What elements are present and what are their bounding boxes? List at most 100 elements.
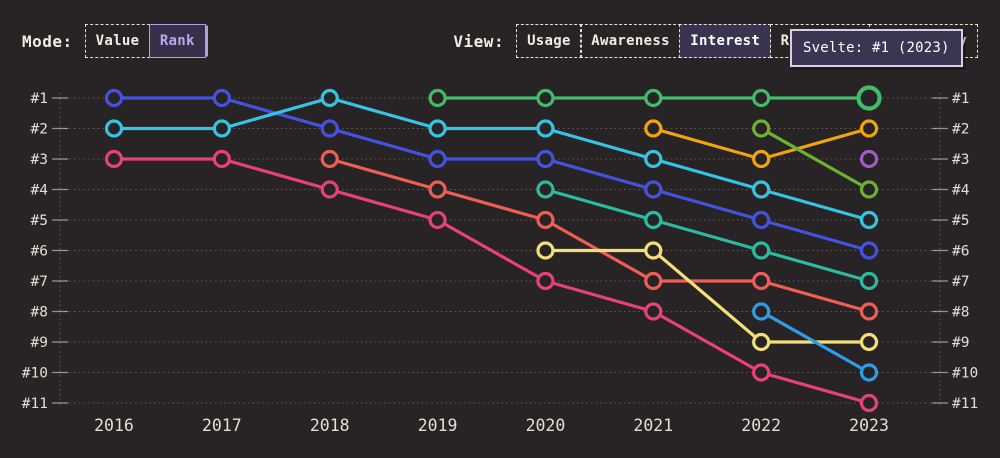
data-point-amber-2021[interactable]: [644, 119, 663, 138]
data-point-salmon-2023[interactable]: [859, 302, 879, 321]
rank-label-left: #1: [31, 91, 48, 107]
year-label: 2021: [633, 416, 673, 435]
rank-label-left: #3: [31, 152, 48, 168]
data-point-olive-2022[interactable]: [752, 119, 771, 138]
data-point-teal-2020[interactable]: [536, 180, 555, 199]
rank-label-left: #8: [31, 305, 48, 321]
data-point-magenta-2021[interactable]: [644, 302, 663, 321]
data-point-amber-2023[interactable]: [859, 119, 879, 138]
rank-label-left: #10: [22, 366, 48, 382]
data-point-royal-blue-2016[interactable]: [104, 88, 124, 108]
series-line-royal-blue: [112, 96, 871, 253]
rank-label-left: #6: [31, 244, 48, 260]
data-point-royal-blue-2018[interactable]: [320, 119, 339, 138]
data-point-magenta-2022[interactable]: [752, 363, 771, 382]
mode-buttons: Value Rank: [84, 24, 206, 58]
series-line-cyan: [112, 96, 871, 222]
data-point-yellow-2023[interactable]: [859, 332, 879, 352]
rank-label-right: #9: [952, 335, 969, 351]
mode-control: Mode: Value Rank: [22, 24, 206, 58]
data-point-svelte-green-2019[interactable]: [428, 88, 447, 108]
view-label: View:: [453, 31, 505, 51]
data-point-cyan-2020[interactable]: [536, 119, 555, 138]
data-point-salmon-2018[interactable]: [320, 149, 339, 169]
series-line-teal: [543, 187, 871, 283]
year-label: 2020: [526, 416, 566, 435]
data-point-cyan-2022[interactable]: [752, 180, 771, 199]
rank-label-right: #5: [952, 213, 969, 229]
mode-label: Mode:: [22, 31, 73, 51]
data-point-royal-blue-2021[interactable]: [644, 180, 663, 199]
data-point-purple-2023[interactable]: [859, 149, 879, 169]
data-point-royal-blue-2020[interactable]: [536, 149, 555, 169]
year-label: 2018: [310, 416, 350, 435]
data-point-royal-blue-2019[interactable]: [428, 149, 447, 169]
series-line-dodger-blue: [759, 309, 871, 375]
data-point-cyan-2017[interactable]: [212, 119, 231, 138]
view-button-interest[interactable]: Interest: [679, 24, 772, 58]
year-label: 2017: [202, 416, 242, 435]
view-button-awareness[interactable]: Awareness: [580, 24, 681, 58]
rank-label-right: #6: [952, 244, 969, 260]
data-point-magenta-2020[interactable]: [536, 271, 555, 291]
data-point-teal-2021[interactable]: [644, 210, 663, 230]
data-point-cyan-2016[interactable]: [104, 119, 124, 138]
data-point-cyan-2018[interactable]: [320, 88, 339, 108]
data-point-magenta-2017[interactable]: [212, 149, 231, 169]
rank-label-right: #3: [952, 152, 969, 168]
series-line-olive: [759, 126, 871, 192]
rank-label-right: #2: [952, 122, 969, 138]
rank-label-left: #9: [31, 335, 48, 351]
rank-label-left: #11: [22, 396, 48, 412]
rank-label-right: #7: [952, 274, 969, 290]
data-point-royal-blue-2022[interactable]: [752, 210, 771, 230]
view-button-usage[interactable]: Usage: [516, 24, 582, 58]
data-point-dodger-blue-2022[interactable]: [752, 302, 771, 321]
data-point-magenta-2023[interactable]: [859, 393, 879, 413]
tooltip: Svelte: #1 (2023): [790, 29, 963, 67]
data-point-yellow-2021[interactable]: [644, 241, 663, 260]
data-point-salmon-2020[interactable]: [536, 210, 555, 230]
data-point-dodger-blue-2023[interactable]: [859, 363, 879, 382]
rank-label-right: #4: [952, 183, 970, 199]
year-label: 2019: [418, 416, 458, 435]
series-line-salmon: [328, 157, 871, 314]
data-point-cyan-2023[interactable]: [859, 210, 879, 230]
data-point-svelte-green-2023[interactable]: [856, 85, 882, 111]
data-point-salmon-2021[interactable]: [644, 271, 663, 291]
rank-label-right: #11: [952, 396, 978, 412]
data-point-yellow-2020[interactable]: [536, 241, 555, 260]
tooltip-text: Svelte: #1 (2023): [803, 40, 950, 56]
year-label: 2016: [94, 416, 134, 435]
data-point-svelte-green-2022[interactable]: [752, 88, 771, 108]
rank-label-right: #8: [952, 305, 969, 321]
rank-label-left: #4: [31, 183, 49, 199]
data-point-royal-blue-2017[interactable]: [212, 88, 231, 108]
mode-button-value[interactable]: Value: [84, 24, 151, 58]
data-point-magenta-2019[interactable]: [428, 210, 447, 230]
data-point-teal-2023[interactable]: [859, 271, 879, 291]
year-label: 2023: [849, 416, 889, 435]
data-point-cyan-2021[interactable]: [644, 149, 663, 169]
data-point-magenta-2018[interactable]: [320, 180, 339, 199]
rank-label-left: #2: [31, 122, 48, 138]
data-point-cyan-2019[interactable]: [428, 119, 447, 138]
data-point-royal-blue-2023[interactable]: [859, 241, 879, 260]
data-point-svelte-green-2020[interactable]: [536, 88, 555, 108]
data-point-olive-2023[interactable]: [859, 180, 879, 199]
data-point-amber-2022[interactable]: [752, 149, 771, 169]
mode-button-rank[interactable]: Rank: [148, 24, 206, 58]
rank-label-left: #5: [31, 213, 48, 229]
series-line-magenta: [112, 157, 871, 405]
data-point-magenta-2016[interactable]: [104, 149, 124, 169]
data-point-yellow-2022[interactable]: [752, 332, 771, 352]
rank-label-right: #1: [952, 91, 969, 107]
rank-label-right: #10: [952, 366, 978, 382]
data-point-teal-2022[interactable]: [752, 241, 771, 260]
rank-label-left: #7: [31, 274, 48, 290]
data-point-salmon-2022[interactable]: [752, 271, 771, 291]
data-point-svelte-green-2021[interactable]: [644, 88, 663, 108]
data-point-salmon-2019[interactable]: [428, 180, 447, 199]
